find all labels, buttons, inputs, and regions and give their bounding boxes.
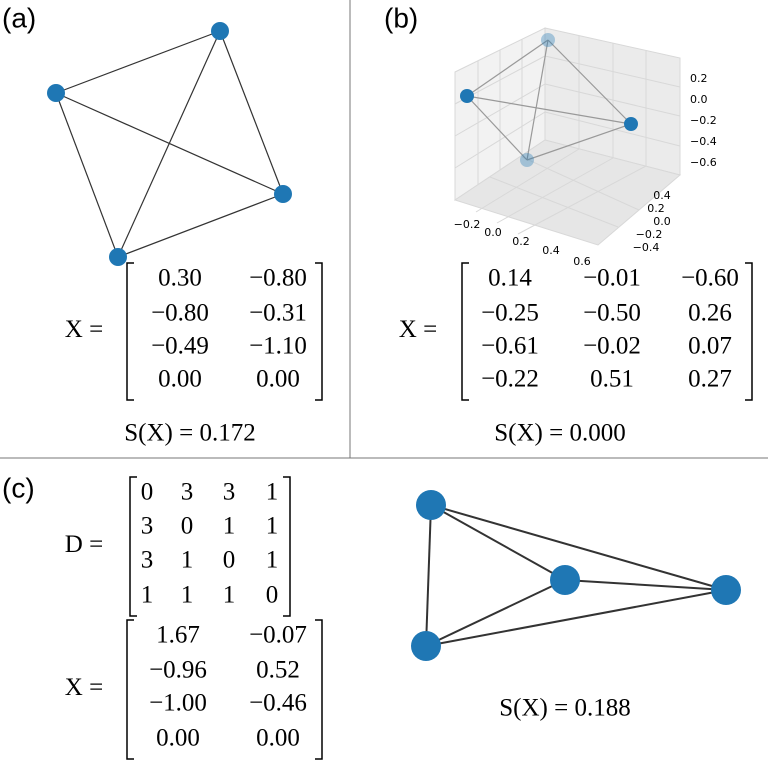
y-tick-label: 0.0 xyxy=(653,215,671,228)
z-tick-label: −0.2 xyxy=(690,114,717,127)
x-tick-label: 0.2 xyxy=(512,235,530,248)
graph-nodes xyxy=(47,22,292,266)
matrix-cell: 0.27 xyxy=(688,366,732,393)
matrix-cell: 0 xyxy=(141,479,154,506)
matrix-cell: −0.01 xyxy=(583,265,641,292)
graph-edges xyxy=(425,504,727,647)
y-tick-label: 0.2 xyxy=(647,202,665,215)
matrix-cell: −0.46 xyxy=(249,690,307,717)
matrix-cell: 0.51 xyxy=(590,366,634,393)
y-tick-label: −0.4 xyxy=(633,241,660,254)
matrix-cell: 0 xyxy=(223,547,236,574)
y-tick-label: −0.2 xyxy=(636,228,663,241)
z-tick-label: −0.4 xyxy=(690,135,717,148)
matrix-cell: −1.10 xyxy=(249,333,307,360)
z-tick-label: −0.6 xyxy=(690,156,717,169)
matrix-cell: 0.00 xyxy=(156,725,200,752)
bracket xyxy=(126,619,134,760)
matrix-cell: 3 xyxy=(141,547,154,574)
panel-label: (b) xyxy=(384,2,418,33)
matrix-cell: 0.52 xyxy=(256,657,300,684)
matrix-cell: 3 xyxy=(181,479,194,506)
matrix-cell: 0 xyxy=(266,582,279,609)
matrix-cell: 0.07 xyxy=(688,333,732,360)
matrix-cell: 0.30 xyxy=(158,265,202,292)
matrix-cell: −0.96 xyxy=(149,657,207,684)
graph-nodes xyxy=(411,490,741,661)
matrix-cell: 3 xyxy=(141,513,154,540)
matrix-cell: 1 xyxy=(223,582,236,609)
bracket xyxy=(129,476,137,617)
y-tick-label: 0.4 xyxy=(653,189,671,202)
score: S(X) = 0.188 xyxy=(499,695,630,722)
score: S(X) = 0.172 xyxy=(124,420,255,447)
matrix-cell: 1 xyxy=(266,479,279,506)
bracket xyxy=(283,476,291,617)
matrix-cell: −0.80 xyxy=(249,265,307,292)
matrix-cell: −0.80 xyxy=(151,300,209,327)
matrix-cell: −0.02 xyxy=(583,333,641,360)
matrix-cell: −0.22 xyxy=(481,366,539,393)
x-tick-label: 0.0 xyxy=(484,226,502,239)
matrix-cell: 0.00 xyxy=(256,725,300,752)
x-tick-label: 0.6 xyxy=(573,255,591,268)
matrix-cell: −0.60 xyxy=(681,265,739,292)
matrix-cell: 0.14 xyxy=(488,265,532,292)
bracket xyxy=(315,262,323,401)
matrix-cell: −0.07 xyxy=(249,622,307,649)
z-tick-label: 0.0 xyxy=(690,93,708,106)
matrix-cell: 1 xyxy=(181,582,194,609)
matrix-cell: −0.61 xyxy=(481,333,539,360)
matrix-cell: 3 xyxy=(223,479,236,506)
matrix-name: X = xyxy=(65,316,103,343)
score: S(X) = 0.000 xyxy=(494,420,625,447)
matrix-cell: −0.49 xyxy=(151,333,209,360)
matrix-cell: 0.26 xyxy=(688,300,732,327)
matrix-cell: 1 xyxy=(181,547,194,574)
matrix-name: X = xyxy=(399,316,437,343)
matrix-cell: −0.50 xyxy=(583,300,641,327)
panel-label: (c) xyxy=(2,472,35,503)
matrix-cell: 0 xyxy=(181,513,194,540)
matrix-name: X = xyxy=(65,674,103,701)
panel-label: (a) xyxy=(2,2,36,33)
z-tick-label: 0.2 xyxy=(690,72,708,85)
bracket xyxy=(461,262,469,401)
bracket xyxy=(315,619,323,760)
graph-edges xyxy=(55,30,284,258)
matrix-cell: 1 xyxy=(223,513,236,540)
matrix-cell: 1.67 xyxy=(156,622,200,649)
bracket xyxy=(126,262,134,401)
matrix-cell: −0.31 xyxy=(249,300,307,327)
matrix-cell: −1.00 xyxy=(149,690,207,717)
plot3d-nodes xyxy=(460,33,638,167)
bracket xyxy=(745,262,753,401)
x-tick-label: −0.2 xyxy=(454,218,481,231)
matrix-cell: 1 xyxy=(141,582,154,609)
matrix-name: D = xyxy=(65,531,103,558)
plot3d-panes xyxy=(453,27,682,246)
matrix-cell: 1 xyxy=(266,547,279,574)
matrix-cell: 0.00 xyxy=(256,366,300,393)
matrix-cell: −0.25 xyxy=(481,300,539,327)
matrix-cell: 0.00 xyxy=(158,366,202,393)
matrix-cell: 1 xyxy=(266,513,279,540)
plot3d-edges xyxy=(466,39,632,161)
x-tick-label: 0.4 xyxy=(542,244,560,257)
